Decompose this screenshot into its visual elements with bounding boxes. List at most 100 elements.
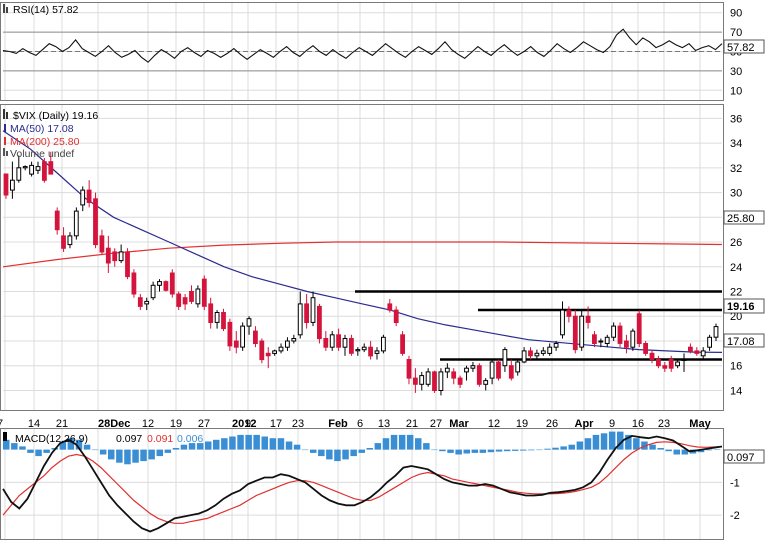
candle-up	[489, 361, 495, 379]
price-y-tick: 32	[730, 163, 742, 175]
macd-histogram-bar	[657, 448, 664, 450]
ma50-value-box: 17.08	[723, 333, 765, 348]
candle-down	[643, 343, 649, 354]
macd-histogram-bar	[633, 438, 640, 450]
macd-histogram-bar	[366, 448, 373, 450]
macd-histogram-bar	[568, 444, 575, 450]
price-legend: $VIX (Daily) 19.16 MA(50) 17.08 MA(200) …	[3, 109, 98, 160]
x-tick-label: Mar	[449, 418, 469, 430]
macd-histogram-bar	[560, 446, 567, 450]
gridlines	[3, 3, 722, 539]
x-tick-label: 13	[378, 418, 390, 430]
candle-up	[425, 371, 431, 385]
macd-histogram-bar	[382, 438, 390, 450]
candle-up	[553, 343, 559, 348]
price-y-tick: 22	[730, 287, 742, 299]
x-tick-label: 21	[56, 418, 68, 430]
candle-down	[227, 321, 233, 347]
price-y-tick: 30	[730, 188, 742, 200]
macd-signal-value: 0.091	[147, 433, 173, 445]
candle-down	[131, 272, 137, 295]
macd-histogram-bar	[374, 443, 382, 450]
macd-histogram-bar	[398, 434, 406, 450]
macd-histogram-bar	[83, 444, 91, 450]
x-tick-label: 7	[0, 418, 3, 430]
rsi-y-tick: 70	[730, 27, 742, 39]
rsi-line	[2, 28, 723, 63]
rsi-plot	[2, 28, 723, 63]
candle-up	[355, 349, 361, 352]
price-y-tick: 26	[730, 237, 742, 249]
macd-histogram-bar	[269, 438, 277, 450]
macd-histogram-bar	[124, 449, 131, 465]
macd-histogram-bar	[439, 449, 446, 452]
candle-up	[579, 315, 585, 348]
macd-histogram-bar	[116, 449, 123, 463]
candle-up	[540, 350, 546, 354]
macd-histogram-bar	[649, 444, 656, 450]
candle-up	[598, 340, 604, 343]
macd-histogram-value: 0.006	[177, 433, 203, 445]
candle-up	[470, 365, 476, 369]
candle-down	[393, 309, 399, 324]
x-tick-label: 9	[245, 418, 251, 430]
candle-down	[253, 330, 258, 345]
candle-up	[483, 380, 489, 385]
candle-up	[157, 281, 162, 286]
macd-histogram-bar	[318, 449, 325, 457]
macd-histogram-bar	[463, 449, 470, 454]
price-plot	[2, 130, 723, 396]
candle-down	[336, 334, 342, 348]
candle-up	[310, 297, 316, 323]
macd-histogram-bar	[205, 441, 212, 450]
candle-down	[48, 161, 54, 175]
macd-histogram-bar	[59, 441, 67, 450]
ma200-current-value: 25.80	[727, 213, 755, 225]
candle-down	[624, 340, 629, 348]
candle-up	[73, 210, 79, 237]
candle-up	[521, 350, 527, 363]
candle-down	[163, 281, 169, 291]
candle-down	[572, 315, 578, 351]
candle-down	[496, 361, 501, 379]
candle-down	[528, 350, 533, 357]
candle-up	[611, 325, 617, 338]
candle-down	[508, 365, 514, 379]
macd-histogram-bar	[156, 449, 163, 457]
x-tick-label: 19	[170, 418, 182, 430]
macd-histogram-bar	[108, 449, 115, 460]
ma200-value-box: 25.80	[723, 210, 765, 225]
candle-down	[233, 340, 239, 348]
candle-down	[387, 303, 393, 311]
candle-up	[240, 325, 245, 348]
candle-up	[604, 336, 610, 344]
candle-down	[688, 346, 693, 352]
macd-histogram-bar	[310, 449, 317, 453]
macd-histogram-bar	[237, 434, 244, 450]
macd-histogram-bar	[423, 443, 430, 450]
candle-up	[118, 251, 124, 262]
candle-up	[515, 361, 521, 373]
candle-down	[182, 297, 188, 305]
candle-down	[221, 312, 226, 330]
candle-up	[374, 350, 380, 354]
rsi-legend: RSI(14) 57.82	[3, 4, 79, 16]
candle-up	[150, 284, 156, 299]
ma50-line	[2, 130, 723, 353]
macd-histogram-bar	[520, 449, 527, 451]
macd-histogram-bar	[148, 449, 155, 460]
candle-down	[694, 350, 700, 354]
x-tick-label: Apr	[575, 418, 595, 430]
candle-down	[406, 359, 412, 379]
macd-histogram-bar	[213, 439, 220, 450]
candle-up	[419, 375, 425, 385]
macd-histogram-bar	[342, 449, 349, 460]
rsi-value-box: 57.82	[723, 39, 765, 54]
macd-histogram-bar	[285, 441, 293, 450]
rsi-y-tick: 90	[730, 8, 742, 20]
candle-up	[560, 309, 565, 336]
x-tick-label: 23	[658, 418, 670, 430]
candle-down	[265, 352, 271, 357]
macd-histogram-bar	[495, 449, 503, 452]
